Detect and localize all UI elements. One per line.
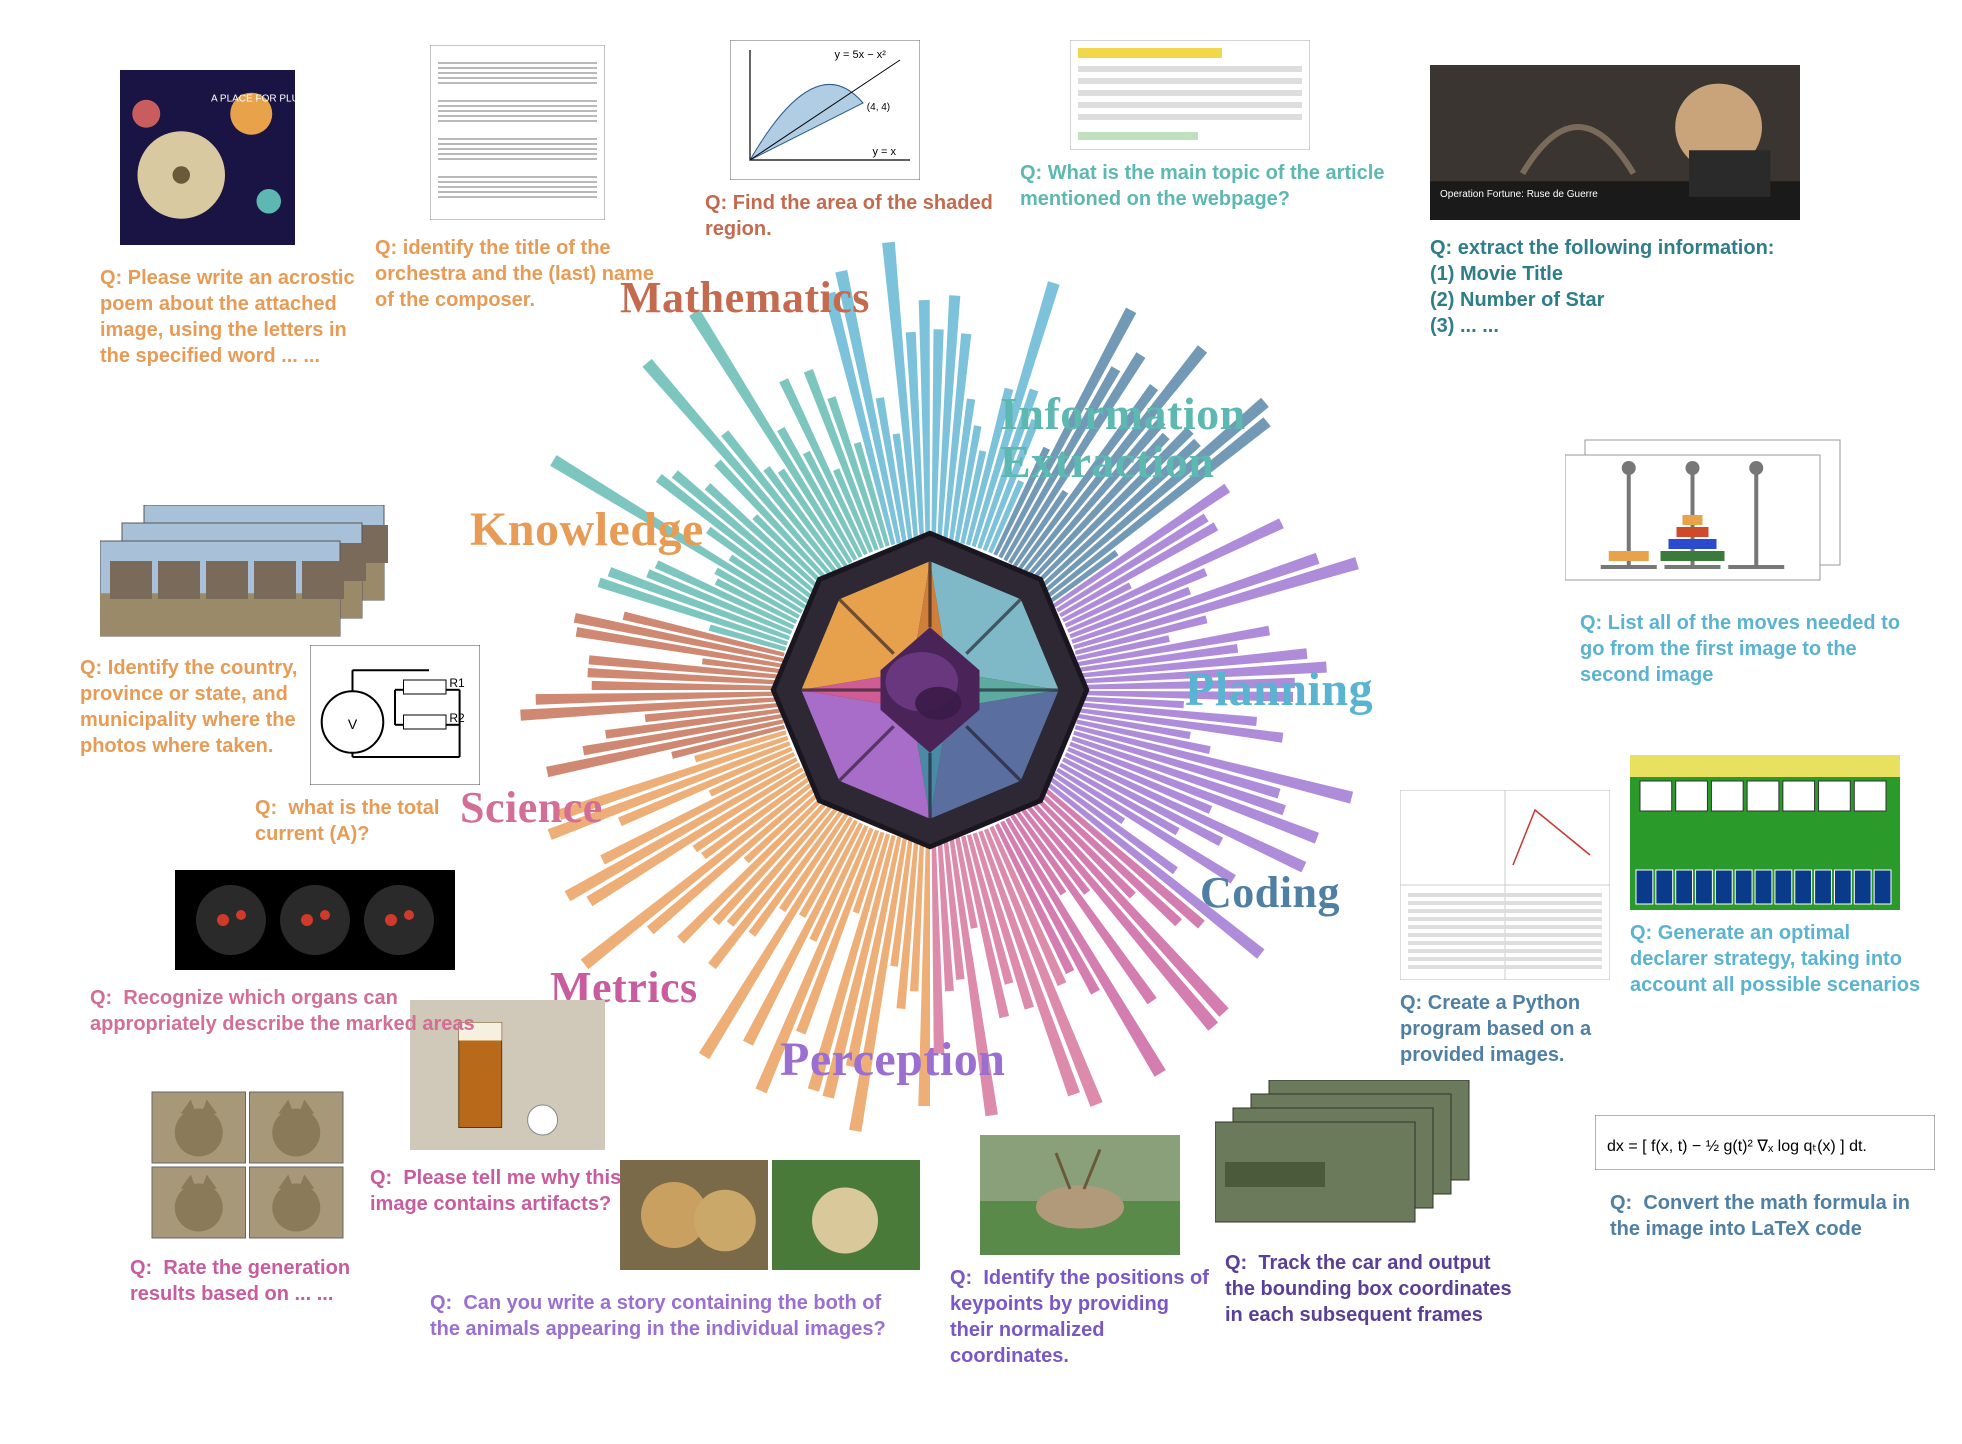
thumbnail-pluto: A PLACE FOR PLUTO xyxy=(120,70,295,245)
annotation-area: Q: Find the area of the shaded region. xyxy=(705,190,995,242)
infographic-canvas: MathematicsKnowledgeScienceMetricsPercep… xyxy=(0,0,1962,1444)
annotation-rate: Q: Rate the generation results based on … xyxy=(130,1255,380,1307)
annotation-artifacts: Q: Please tell me why this image contain… xyxy=(370,1165,630,1217)
thumbnail-movie: Operation Fortune: Ruse de Guerre xyxy=(1430,65,1800,220)
svg-text:R1: R1 xyxy=(449,676,465,690)
category-label-info_extraction: Information Extraction xyxy=(1000,390,1246,487)
category-label-knowledge: Knowledge xyxy=(470,505,704,555)
svg-text:A PLACE FOR PLUTO: A PLACE FOR PLUTO xyxy=(211,94,295,105)
category-label-coding: Coding xyxy=(1200,870,1340,916)
annotation-country: Q: Identify the country, province or sta… xyxy=(80,655,360,759)
thumbnail-story xyxy=(620,1160,920,1270)
thumbnail-keypoints xyxy=(980,1135,1180,1255)
svg-text:Operation Fortune: Ruse de Gue: Operation Fortune: Ruse de Guerre xyxy=(1440,189,1598,200)
thumbnail-organs xyxy=(175,870,455,970)
thumbnail-rate xyxy=(150,1090,345,1240)
thumbnail-orchestra xyxy=(430,45,605,220)
svg-text:(4, 4): (4, 4) xyxy=(867,102,890,113)
annotation-orchestra: Q: identify the title of the orchestra a… xyxy=(375,235,655,313)
annotation-story: Q: Can you write a story containing the … xyxy=(430,1290,910,1342)
thumbnail-area: y = 5x − x² (4, 4) y = x xyxy=(730,40,920,180)
annotation-track: Q: Track the car and output the bounding… xyxy=(1225,1250,1515,1328)
thumbnail-bridge xyxy=(1630,755,1900,910)
annotation-hanoi: Q: List all of the moves needed to go fr… xyxy=(1580,610,1920,688)
annotation-python: Q: Create a Python program based on a pr… xyxy=(1400,990,1620,1068)
svg-text:R2: R2 xyxy=(449,711,465,725)
thumbnail-latex: dx = [ f(x, t) − ½ g(t)² ∇ₓ log qₜ(x) ] … xyxy=(1595,1115,1935,1170)
thumbnail-python xyxy=(1400,790,1610,980)
annotation-current: Q: what is the total current (A)? xyxy=(255,795,485,847)
annotation-organs: Q: Recognize which organs can appropriat… xyxy=(90,985,480,1037)
svg-text:y = x: y = x xyxy=(873,146,897,158)
thumbnail-hanoi xyxy=(1565,420,1860,595)
thumbnail-country xyxy=(100,505,400,650)
annotation-keypoints: Q: Identify the positions of keypoints b… xyxy=(950,1265,1210,1369)
category-label-planning: Planning xyxy=(1185,665,1373,715)
annotation-bridge: Q: Generate an optimal declarer strategy… xyxy=(1630,920,1930,998)
annotation-webpage: Q: What is the main topic of the article… xyxy=(1020,160,1390,212)
svg-text:y = 5x − x²: y = 5x − x² xyxy=(835,49,887,61)
thumbnail-track xyxy=(1215,1080,1485,1240)
annotation-pluto: Q: Please write an acrostic poem about t… xyxy=(100,265,380,369)
svg-text:dx = [ f(x, t) − ½ g(t)² ∇ₓ lo: dx = [ f(x, t) − ½ g(t)² ∇ₓ log qₜ(x) ] … xyxy=(1607,1138,1867,1155)
thumbnail-webpage xyxy=(1070,40,1310,150)
category-label-perception: Perception xyxy=(780,1035,1005,1085)
annotation-latex: Q: Convert the math formula in the image… xyxy=(1610,1190,1930,1242)
annotation-movie: Q: extract the following information: (1… xyxy=(1430,235,1780,339)
